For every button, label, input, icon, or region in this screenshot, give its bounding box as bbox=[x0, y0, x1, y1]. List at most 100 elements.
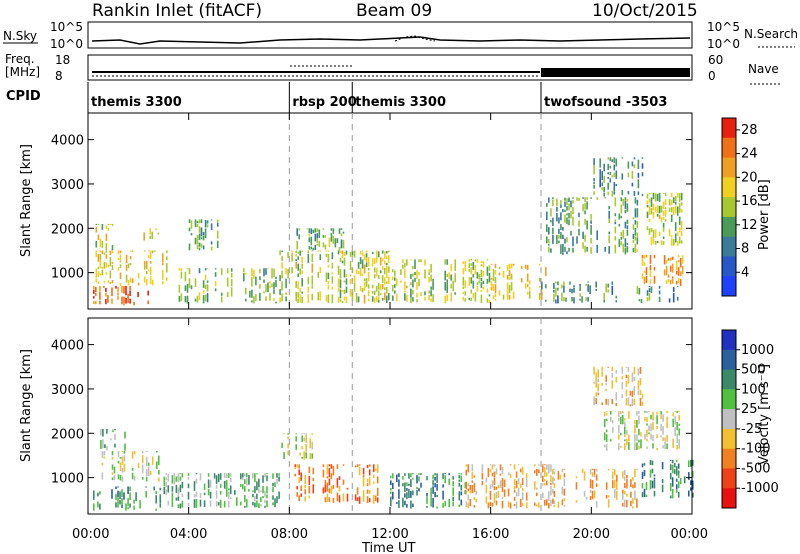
echo-cell bbox=[669, 464, 672, 471]
echo-cell bbox=[262, 486, 264, 494]
echo-cell bbox=[166, 250, 168, 253]
echo-cell bbox=[586, 247, 588, 252]
echo-cell bbox=[494, 270, 497, 275]
echo-cell bbox=[361, 288, 364, 293]
echo-cell bbox=[394, 277, 396, 281]
echo-cell bbox=[356, 464, 359, 467]
echo-cell bbox=[363, 254, 366, 261]
echo-cell bbox=[106, 428, 108, 434]
echo-cell bbox=[442, 503, 444, 508]
echo-cell bbox=[301, 456, 303, 459]
echo-cell bbox=[603, 411, 606, 417]
nave-label: Nave bbox=[748, 62, 779, 76]
echo-cell bbox=[590, 237, 592, 244]
echo-cell bbox=[153, 250, 156, 252]
echo-cell bbox=[129, 250, 132, 252]
echo-cell bbox=[660, 205, 663, 213]
echo-cell bbox=[485, 477, 488, 483]
echo-cell bbox=[662, 192, 665, 194]
echo-cell bbox=[641, 492, 644, 498]
echo-cell bbox=[633, 191, 636, 196]
echo-cell bbox=[548, 246, 550, 253]
echo-cell bbox=[618, 411, 620, 418]
echo-cell bbox=[634, 482, 636, 488]
echo-cell bbox=[458, 479, 461, 482]
echo-cell bbox=[362, 467, 365, 475]
echo-cell bbox=[312, 247, 315, 251]
echo-cell bbox=[266, 500, 268, 507]
echo-cell bbox=[316, 243, 319, 246]
echo-cell bbox=[650, 207, 653, 215]
echo-cell bbox=[105, 262, 108, 268]
echo-cell bbox=[133, 505, 135, 510]
echo-cell bbox=[179, 484, 182, 493]
echo-cell bbox=[416, 292, 418, 298]
echo-cell bbox=[605, 283, 607, 293]
echo-cell bbox=[509, 464, 512, 466]
echo-cell bbox=[513, 464, 516, 470]
echo-cell bbox=[103, 262, 106, 269]
echo-cell bbox=[489, 501, 492, 506]
echo-cell bbox=[576, 236, 578, 244]
echo-cell bbox=[179, 503, 182, 509]
echo-cell bbox=[123, 303, 125, 306]
echo-cell bbox=[244, 473, 246, 476]
echo-cell bbox=[446, 273, 448, 277]
echo-cell bbox=[611, 398, 614, 405]
echo-cell bbox=[226, 292, 229, 297]
echo-cell bbox=[587, 281, 589, 283]
echo-cell bbox=[599, 158, 601, 168]
echo-cell bbox=[654, 193, 657, 202]
echo-cell bbox=[562, 243, 564, 253]
echo-cell bbox=[187, 502, 190, 507]
echo-cell bbox=[491, 502, 494, 507]
echo-cell bbox=[227, 491, 230, 500]
echo-cell bbox=[193, 494, 196, 498]
echo-cell bbox=[561, 499, 564, 503]
echo-cell bbox=[139, 500, 141, 509]
echo-cell bbox=[454, 273, 456, 283]
echo-cell bbox=[661, 479, 664, 484]
echo-cell bbox=[109, 282, 112, 284]
colorbar-swatch bbox=[722, 428, 736, 450]
echo-cell bbox=[156, 461, 158, 470]
echo-cell bbox=[230, 272, 233, 278]
echo-cell bbox=[125, 274, 128, 283]
echo-cell bbox=[452, 280, 454, 286]
echo-cell bbox=[611, 372, 614, 378]
echo-cell bbox=[165, 493, 168, 496]
echo-cell bbox=[301, 446, 303, 450]
echo-cell bbox=[460, 499, 463, 506]
echo-cell bbox=[652, 203, 655, 211]
echo-cell bbox=[556, 198, 558, 207]
echo-cell bbox=[155, 228, 157, 230]
echo-cell bbox=[281, 293, 283, 302]
echo-cell bbox=[590, 247, 592, 254]
echo-cell bbox=[273, 289, 275, 294]
echo-cell bbox=[607, 182, 609, 190]
echo-cell bbox=[412, 297, 414, 302]
echo-cell bbox=[558, 240, 560, 244]
echo-cell bbox=[564, 201, 566, 207]
echo-cell bbox=[264, 505, 266, 508]
colorbar-swatch bbox=[722, 276, 736, 297]
echo-cell bbox=[279, 250, 281, 256]
echo-cell bbox=[490, 263, 493, 265]
echo-cell bbox=[426, 476, 428, 481]
echo-cell bbox=[418, 259, 420, 263]
echo-cell bbox=[658, 290, 661, 295]
echo-cell bbox=[636, 249, 639, 252]
echo-cell bbox=[688, 460, 690, 467]
echo-cell bbox=[428, 276, 430, 283]
echo-cell bbox=[553, 483, 556, 488]
echo-cell bbox=[298, 469, 300, 476]
echo-cell bbox=[414, 277, 416, 282]
echo-cell bbox=[137, 282, 140, 286]
echo-cell bbox=[230, 287, 233, 297]
echo-cell bbox=[202, 245, 205, 250]
echo-cell bbox=[578, 228, 580, 236]
echo-cell bbox=[442, 484, 444, 488]
echo-cell bbox=[230, 268, 233, 272]
echo-cell bbox=[563, 498, 566, 501]
echo-cell bbox=[331, 262, 334, 265]
